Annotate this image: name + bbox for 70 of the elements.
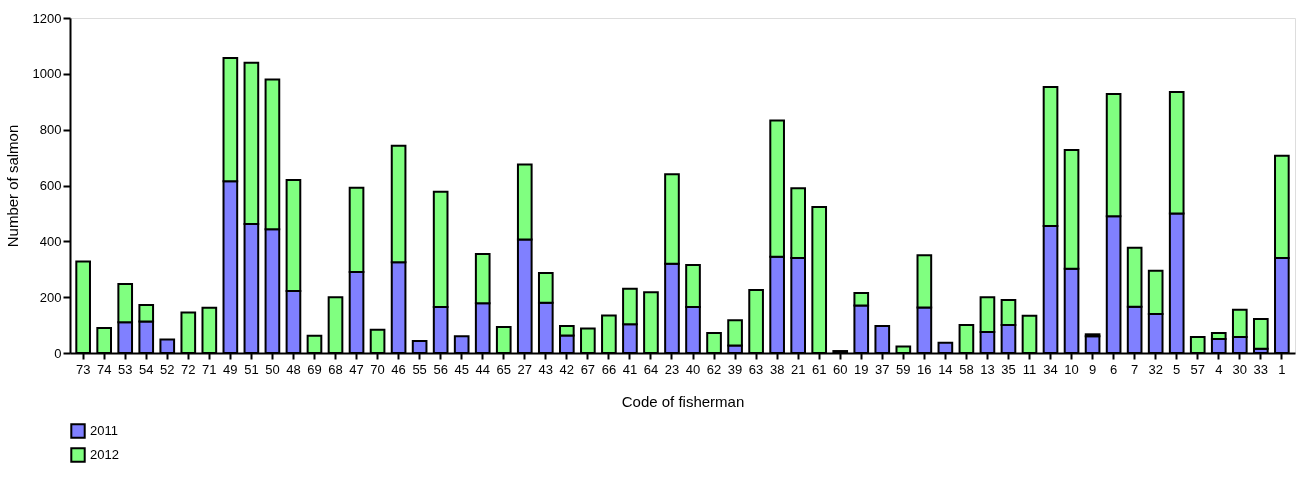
legend-label: 2011 xyxy=(90,423,118,438)
x-tick-label: 27 xyxy=(517,361,533,377)
x-tick-label: 37 xyxy=(875,361,890,377)
y-tick-label: 0 xyxy=(54,345,62,361)
x-tick-label: 34 xyxy=(1043,361,1058,377)
x-tick-label: 42 xyxy=(559,361,575,377)
x-tick-label: 32 xyxy=(1148,361,1163,377)
x-tick-label: 54 xyxy=(139,361,154,377)
x-tick-label: 64 xyxy=(643,361,659,377)
x-tick-label: 19 xyxy=(854,361,869,377)
y-axis-title: Number of salmon xyxy=(3,124,21,248)
y-tick-label: 800 xyxy=(39,122,62,138)
x-tick-label: 1 xyxy=(1278,361,1286,377)
x-tick-label: 62 xyxy=(706,361,722,377)
x-tick-label: 44 xyxy=(475,361,490,377)
x-tick-label: 38 xyxy=(769,361,785,377)
x-tick-label: 10 xyxy=(1064,361,1079,377)
x-tick-label: 9 xyxy=(1088,361,1097,377)
x-tick-label: 16 xyxy=(917,361,932,377)
x-tick-label: 50 xyxy=(265,361,280,377)
x-tick-label: 51 xyxy=(244,361,259,377)
x-tick-label: 70 xyxy=(370,361,385,377)
x-tick-label: 57 xyxy=(1190,361,1205,377)
x-tick-label: 65 xyxy=(496,361,511,377)
x-tick-label: 59 xyxy=(896,361,911,377)
x-tick-label: 69 xyxy=(307,361,322,377)
x-tick-label: 46 xyxy=(391,361,406,377)
x-tick-label: 49 xyxy=(223,361,238,377)
x-tick-label: 66 xyxy=(601,361,617,377)
x-tick-label: 14 xyxy=(938,361,953,377)
x-tick-label: 21 xyxy=(790,361,806,377)
x-tick-label: 61 xyxy=(811,361,827,377)
y-tick-label: 1200 xyxy=(32,10,62,26)
x-tick-label: 63 xyxy=(748,361,764,377)
x-tick-label: 48 xyxy=(286,361,301,377)
legend-label: 2012 xyxy=(90,447,119,462)
x-tick-label: 43 xyxy=(538,361,554,377)
x-tick-label: 71 xyxy=(202,361,217,377)
x-tick-label: 47 xyxy=(349,361,364,377)
x-tick-label: 35 xyxy=(1001,361,1016,377)
x-tick-label: 30 xyxy=(1232,361,1248,377)
x-tick-label: 7 xyxy=(1131,361,1139,377)
x-tick-label: 74 xyxy=(96,361,112,377)
x-tick-label: 11 xyxy=(1022,361,1037,377)
x-axis-title: Code of fisherman xyxy=(621,392,745,410)
x-tick-label: 52 xyxy=(160,361,175,377)
x-tick-label: 40 xyxy=(685,361,701,377)
x-tick-label: 72 xyxy=(181,361,196,377)
x-tick-label: 58 xyxy=(959,361,974,377)
x-tick-label: 67 xyxy=(580,361,596,377)
x-tick-label: 60 xyxy=(832,361,848,377)
x-tick-label: 45 xyxy=(454,361,469,377)
x-tick-label: 39 xyxy=(727,361,743,377)
x-tick-label: 23 xyxy=(664,361,680,377)
x-tick-label: 4 xyxy=(1215,361,1223,377)
y-tick-label: 200 xyxy=(39,289,62,305)
y-tick-label: 400 xyxy=(39,233,62,249)
x-tick-label: 56 xyxy=(433,361,448,377)
bar xyxy=(1252,317,1269,350)
x-tick-label: 53 xyxy=(117,361,133,377)
x-tick-label: 68 xyxy=(328,361,343,377)
x-tick-label: 55 xyxy=(412,361,427,377)
x-tick-label: 13 xyxy=(980,361,995,377)
x-tick-label: 5 xyxy=(1173,361,1181,377)
x-tick-label: 41 xyxy=(622,361,638,377)
x-tick-label: 33 xyxy=(1253,361,1269,377)
y-tick-label: 600 xyxy=(39,178,62,193)
y-tick-label: 1000 xyxy=(32,66,62,82)
x-tick-label: 6 xyxy=(1110,361,1118,377)
x-tick-label: 73 xyxy=(75,361,91,377)
